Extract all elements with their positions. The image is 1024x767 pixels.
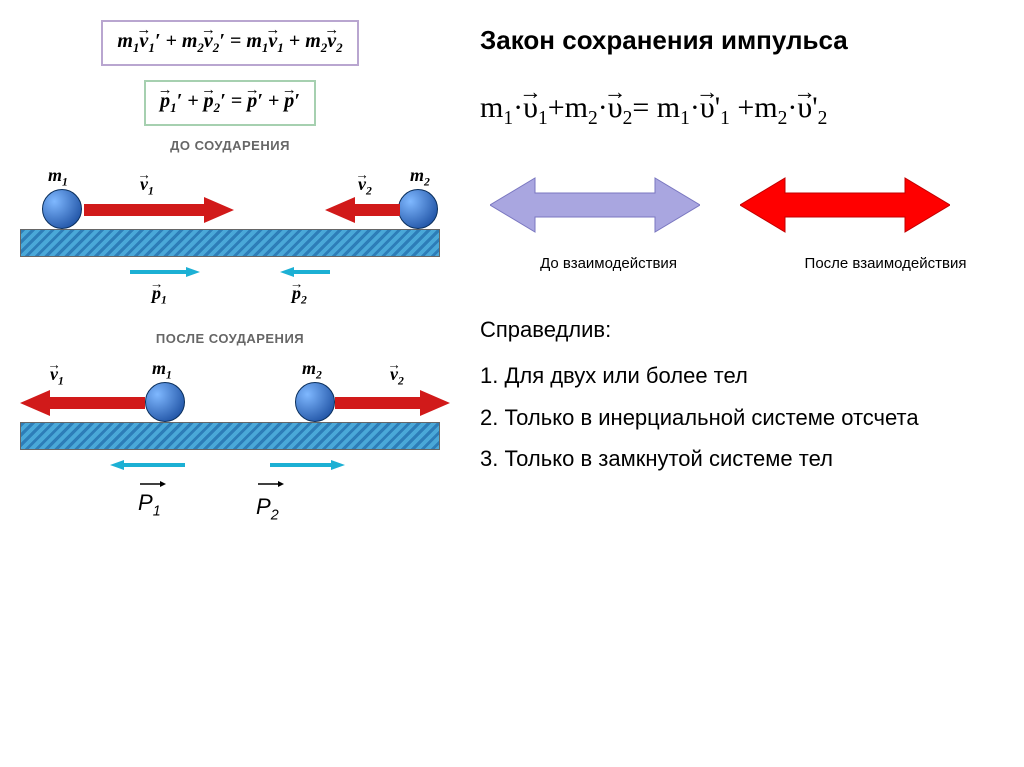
law-equation: m1·υ1+m2·υ2= m1·υ'1 +m2·υ'2 (480, 91, 1004, 130)
label-P2-after: P2 (256, 494, 279, 523)
label-m1-after: m1 (152, 358, 172, 382)
interaction-arrows-row (480, 175, 1004, 235)
after-collision-diagram: m1 v1 m2 v2 P (10, 352, 450, 532)
label-m1-before: m1 (48, 165, 68, 189)
arrow-v1-after (20, 390, 145, 416)
valid-item-3: 3. Только в замкнутой системе тел (480, 444, 1004, 474)
label-v2-before: v2 (358, 174, 372, 198)
law-title: Закон сохранения импульса (480, 25, 1004, 56)
equation-box-2: p1′ + p2′ = p′ + p′ (144, 80, 316, 126)
before-collision-diagram: m1 v1 m2 v2 p1 p2 (10, 159, 450, 319)
arrow-p2-after (270, 460, 345, 470)
before-collision-label: ДО СОУДАРЕНИЯ (10, 138, 450, 153)
vec-arrow-P2 (258, 480, 284, 488)
ball-m1-after (145, 382, 185, 422)
arrow-p2-before (280, 267, 330, 277)
arrow-captions: До взаимодействия После взаимодействия (480, 255, 1004, 272)
label-v2-after: v2 (390, 364, 404, 388)
label-p1-before: p1 (152, 283, 167, 307)
label-v1-after: v1 (50, 364, 64, 388)
after-collision-label: ПОСЛЕ СОУДАРЕНИЯ (10, 331, 450, 346)
arrow-v2-after (335, 390, 450, 416)
arrow-v1-before (84, 197, 234, 223)
caption-before: До взаимодействия (490, 255, 727, 272)
valid-label: Справедлив: (480, 317, 1004, 343)
left-diagram-panel: m1v1′ + m2v2′ = m1v1 + m2v2 p1′ + p2′ = … (0, 0, 460, 767)
ball-m1-before (42, 189, 82, 229)
label-p2-before: p2 (292, 283, 307, 307)
equation-box-1: m1v1′ + m2v2′ = m1v1 + m2v2 (101, 20, 358, 66)
vec-arrow-P1 (140, 480, 166, 488)
surface-before (20, 229, 440, 257)
right-text-panel: Закон сохранения импульса m1·υ1+m2·υ2= m… (460, 0, 1024, 767)
ball-m2-before (398, 189, 438, 229)
arrow-p1-after (110, 460, 185, 470)
arrow-p1-before (130, 267, 200, 277)
caption-after: После взаимодействия (767, 255, 1004, 272)
label-m2-before: m2 (410, 165, 430, 189)
label-v1-before: v1 (140, 174, 154, 198)
valid-item-2: 2. Только в инерциальной системе отсчета (480, 403, 1004, 433)
label-P1-after: P1 (138, 490, 161, 519)
ball-m2-after (295, 382, 335, 422)
double-arrow-after-icon (740, 175, 950, 235)
arrow-v2-before (325, 197, 400, 223)
surface-after (20, 422, 440, 450)
label-m2-after: m2 (302, 358, 322, 382)
double-arrow-before-icon (490, 175, 700, 235)
valid-item-1: 1. Для двух или более тел (480, 361, 1004, 391)
